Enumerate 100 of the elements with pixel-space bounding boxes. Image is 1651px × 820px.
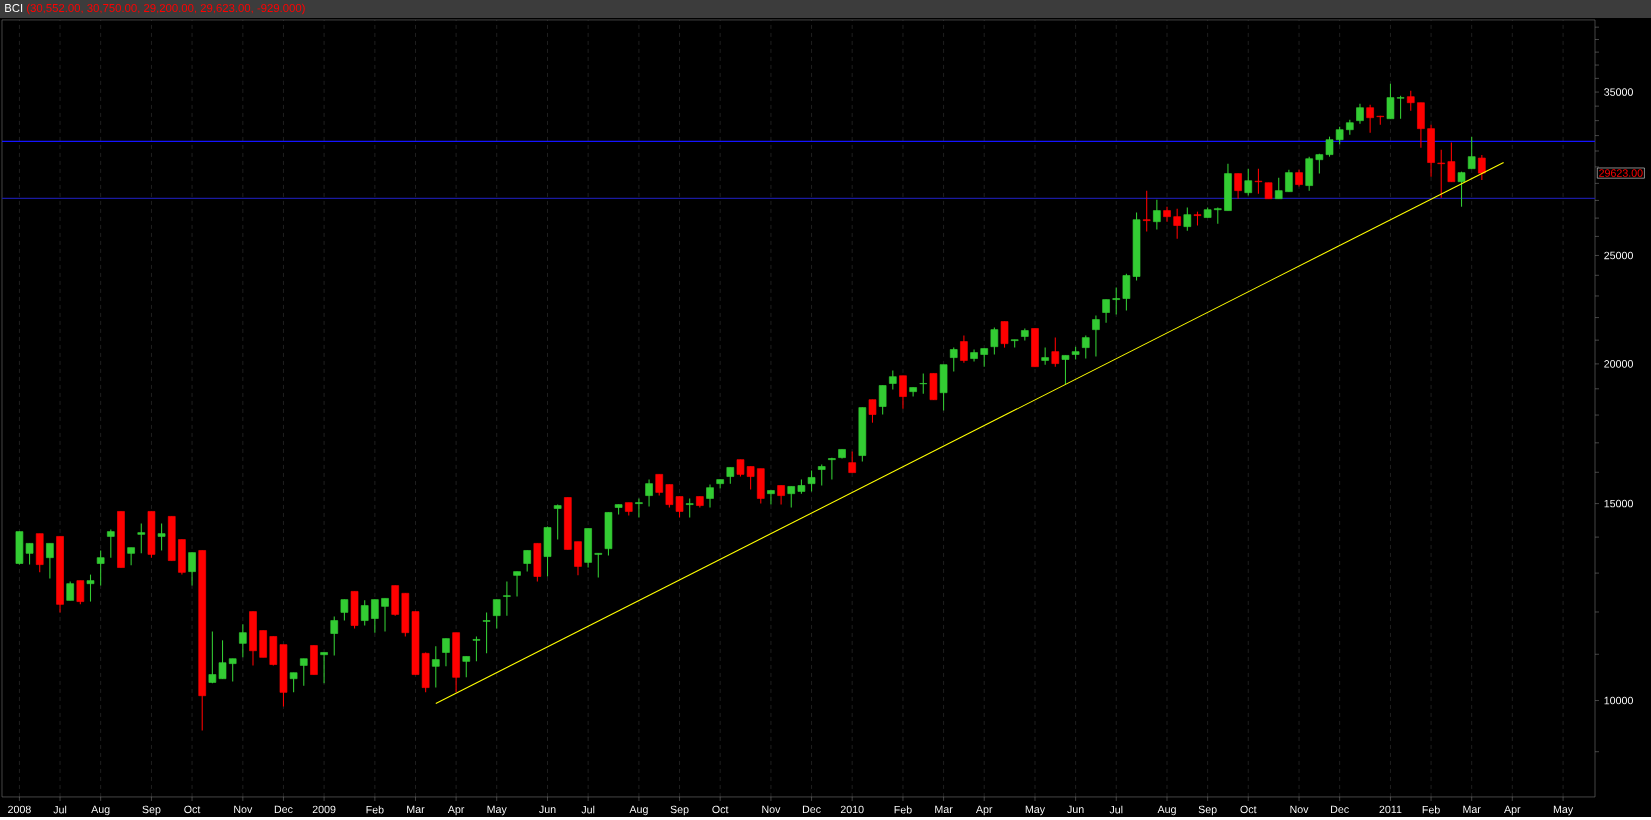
candlestick [1153,199,1161,231]
x-tick-label: Jul [581,805,595,814]
candlestick [1041,347,1049,366]
y-tick-label: 10000 [1604,696,1633,705]
candlestick [299,658,308,687]
candlestick [371,599,379,634]
candlestick [1457,171,1466,208]
candlestick [1061,354,1070,386]
candlestick [1234,173,1242,200]
y-tick-label: 15000 [1604,499,1633,508]
x-tick-label: 2009 [312,805,336,814]
x-tick-label: 2011 [1379,805,1402,814]
candlestick [1406,90,1415,112]
candlestick [594,552,603,579]
candlestick [919,373,928,395]
candlestick [1478,154,1486,181]
candlestick [1254,168,1263,195]
candlestick [1183,207,1192,232]
candlestick [320,652,328,685]
candlestick [137,522,146,554]
x-tick-label: Apr [1504,805,1521,816]
x-tick-label: Jun [539,805,556,814]
candlestick [685,498,694,519]
candlestick [909,387,917,398]
candlestick [76,580,85,605]
x-tick-label: Mar [935,805,953,814]
x-tick-label: Feb [366,805,384,814]
candlestick [492,599,501,630]
candlestick [472,636,481,662]
x-tick-label: Apr [975,805,993,816]
x-tick-label: Jun [1067,805,1084,814]
candlestick [1285,169,1293,193]
x-tick-label: Sep [142,805,161,816]
candlestick [360,599,369,627]
candlestick [848,451,856,474]
candlestick [46,542,54,580]
x-tick-label: Nov [762,805,781,814]
candlestick [1437,149,1446,199]
x-tick-label: Dec [274,805,293,814]
candlestick [442,638,450,667]
candlestick [1366,104,1374,134]
candlestick [787,486,796,509]
candlestick [462,656,471,678]
candlestick [1081,335,1090,360]
x-tick-label: May [1025,805,1046,816]
y-tick-label: 25000 [1604,251,1633,260]
x-tick-label: Jul [53,805,67,814]
x-tick-label: Feb [894,805,912,814]
text: 29623.00 [1599,169,1643,177]
candlestick [1163,206,1171,223]
x-tick-label: Aug [91,805,110,816]
candlestick [990,327,999,356]
candlestick [706,484,714,509]
candlestick [817,463,826,487]
candlestick [899,375,907,410]
candlestick [1447,142,1456,183]
x-tick-label: Dec [802,805,821,814]
candlestick [675,496,684,519]
x-tick-label: Oct [712,805,729,814]
candlestick [482,611,491,654]
candlestick [96,550,105,587]
candlestick [655,473,664,497]
candlestick [228,658,237,683]
y-tick-label: 20000 [1604,360,1633,368]
candlestick [635,498,643,519]
chart-title: BCI [5,4,23,13]
candlestick [746,466,755,491]
candlestick [381,597,389,633]
candlestick [86,574,95,603]
candlestick [218,639,227,680]
candlestick [889,370,897,391]
x-tick-label: Oct [184,805,201,814]
candlestick [1274,177,1283,200]
candlestick [239,623,247,658]
x-tick-label: Mar [407,805,425,814]
candlestick [188,552,196,587]
candlestick [1467,136,1476,170]
candlestick [523,550,532,573]
candlestick [1356,103,1364,125]
candlestick [1092,315,1100,358]
x-tick-label: May [487,805,507,816]
candlestick [553,504,562,541]
x-tick-label: Apr [447,805,465,816]
candlestick [107,529,115,559]
candlestick [66,580,74,602]
candlestick [665,484,674,509]
candlestick [1325,136,1334,158]
x-tick-label: Nov [1290,805,1309,814]
candlestick [960,335,968,364]
candlestick [1244,168,1253,197]
x-tick-label: Sep [1198,805,1217,816]
candlestick [980,348,989,368]
candlestick [1112,287,1121,316]
candlestick [777,485,785,506]
x-tick-label: Jul [1109,805,1123,814]
candlestick [330,616,339,657]
candlestick [1142,190,1151,233]
x-tick-label: May [1553,805,1574,816]
candlestick [127,547,135,566]
candlestick [868,399,877,424]
